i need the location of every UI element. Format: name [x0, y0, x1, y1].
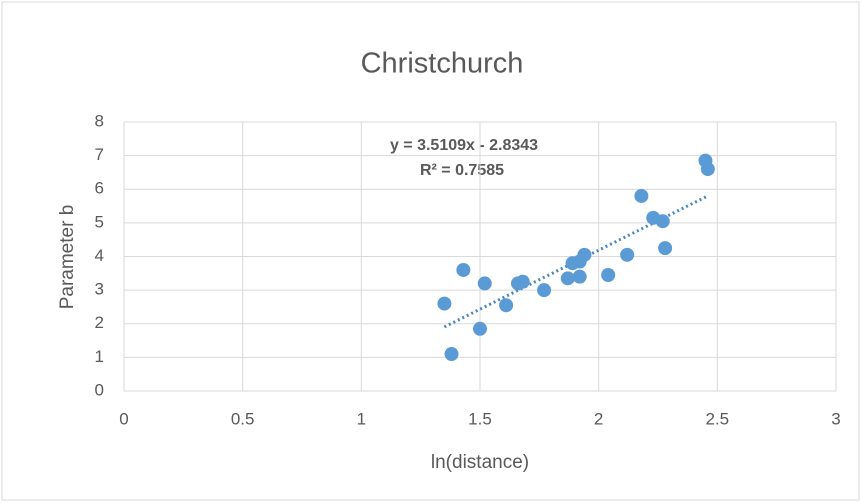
x-tick-label: 1.5	[468, 409, 492, 428]
y-tick-label: 6	[95, 179, 104, 198]
y-tick-label: 4	[95, 246, 104, 265]
data-point	[477, 276, 492, 291]
data-point	[700, 162, 715, 177]
data-point	[572, 269, 587, 284]
data-point	[499, 298, 514, 313]
y-tick-label: 3	[95, 280, 104, 299]
y-tick-label: 5	[95, 212, 104, 231]
data-point	[658, 241, 673, 256]
data-point	[560, 271, 575, 286]
data-point	[620, 247, 635, 262]
trendline-equation: y = 3.5109x - 2.8343	[390, 137, 538, 154]
trendline-r2: R² = 0.7585	[420, 162, 504, 179]
x-tick-label: 2.5	[706, 409, 730, 428]
data-point	[456, 262, 471, 277]
y-tick-label: 1	[95, 347, 104, 366]
x-axis-label: ln(distance)	[431, 452, 529, 473]
data-point	[515, 274, 530, 289]
x-tick-label: 0	[119, 409, 128, 428]
data-point	[437, 296, 452, 311]
data-point	[473, 321, 487, 336]
x-tick-label: 2	[594, 409, 603, 428]
x-tick-label: 0.5	[231, 409, 255, 428]
data-point	[577, 247, 592, 262]
chart-title: Christchurch	[361, 48, 524, 80]
x-tick-label: 1	[357, 409, 366, 428]
data-point	[655, 214, 670, 229]
y-tick-label: 2	[95, 313, 104, 332]
x-tick-label: 3	[831, 409, 840, 428]
y-tick-label: 8	[95, 111, 104, 130]
y-tick-label: 0	[95, 380, 104, 399]
y-axis-label: Parameter b	[57, 205, 78, 310]
data-point	[634, 188, 649, 203]
y-tick-label: 7	[95, 145, 104, 164]
data-point	[537, 283, 552, 298]
data-point	[444, 347, 459, 362]
data-point	[601, 267, 616, 282]
